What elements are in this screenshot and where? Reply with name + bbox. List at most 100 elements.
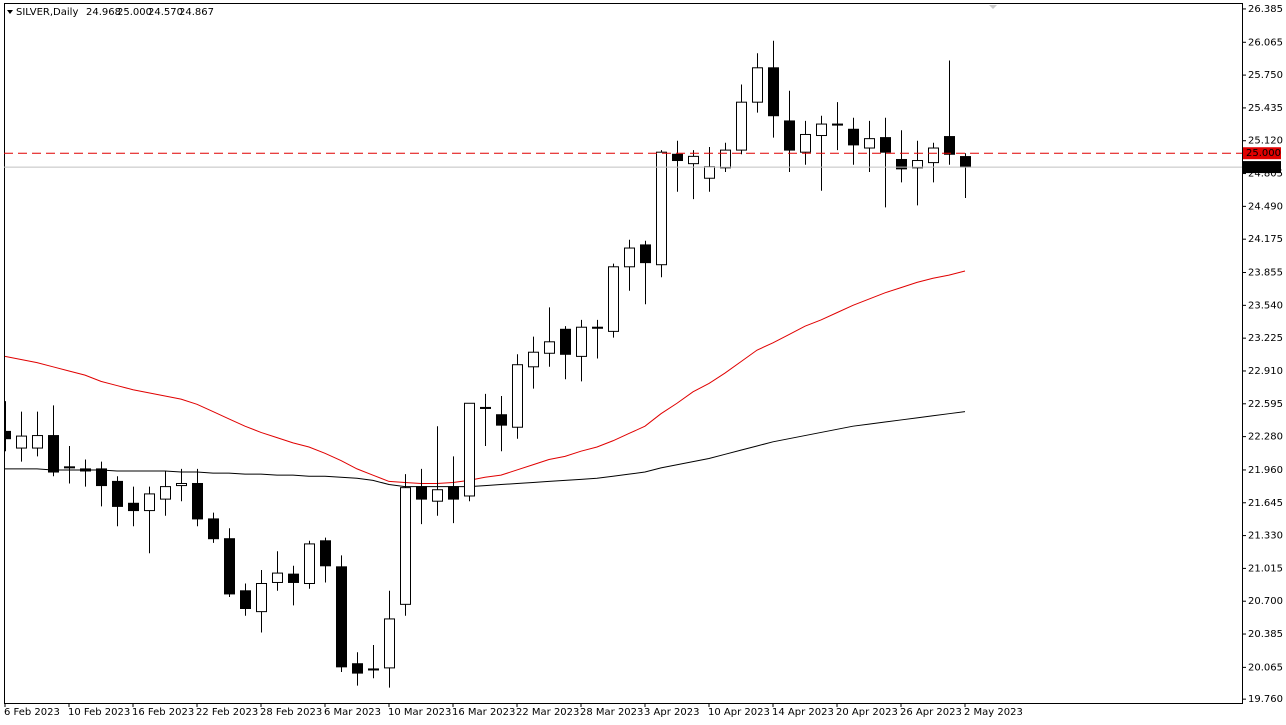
y-tick-label: 21.645 [1248, 498, 1283, 509]
candle-body [192, 482, 203, 520]
candle-body [272, 572, 283, 583]
price-label-bg [1243, 147, 1281, 160]
candle-body [832, 123, 843, 126]
candle-body [848, 128, 859, 146]
info-close: 24.867 [179, 7, 214, 18]
price-label-bg [1243, 161, 1281, 174]
candle-body [544, 341, 555, 354]
candle-body [896, 158, 907, 170]
candle-body [560, 328, 571, 355]
y-tick-label: 21.015 [1248, 563, 1283, 574]
moving-average [5, 411, 966, 488]
y-tick-label: 23.225 [1248, 333, 1283, 344]
info-high: 25.000 [117, 7, 152, 18]
candle-body [432, 489, 443, 502]
y-tick-label: 19.760 [1248, 694, 1283, 705]
y-tick-label: 26.385 [1248, 4, 1283, 15]
x-tick-label: 10 Apr 2023 [708, 707, 770, 718]
candle-body [528, 351, 539, 368]
x-tick-label: 3 Apr 2023 [644, 707, 699, 718]
menu-arrow [7, 10, 13, 14]
candle-body [176, 482, 187, 487]
candle-body [256, 583, 267, 613]
candle-body [480, 406, 491, 409]
candle-body [336, 566, 347, 668]
candle-body [240, 590, 251, 610]
shift-marker [989, 5, 997, 9]
moving-average [4, 270, 966, 484]
candle-body [592, 326, 603, 329]
x-tick-label: 16 Mar 2023 [452, 707, 515, 718]
x-tick-label: 22 Mar 2023 [516, 707, 579, 718]
candle-body [720, 149, 731, 169]
candle-body [496, 414, 507, 426]
candle-body [576, 326, 587, 357]
y-tick-label: 23.855 [1248, 268, 1283, 279]
candle-body [288, 573, 299, 583]
x-tick-label: 10 Mar 2023 [388, 707, 451, 718]
candle-body [624, 247, 635, 268]
y-tick-label: 26.065 [1248, 37, 1283, 48]
y-tick-label: 22.910 [1248, 366, 1283, 377]
candle-body [208, 518, 219, 540]
candle-body [48, 435, 59, 473]
price-label: 25.000 [1246, 148, 1281, 159]
candle-body [912, 160, 923, 169]
x-tick-label: 16 Feb 2023 [132, 707, 194, 718]
x-tick-label: 10 Feb 2023 [68, 707, 130, 718]
candle-body [144, 493, 155, 512]
candle-body [736, 101, 747, 151]
y-tick-label: 21.330 [1248, 531, 1283, 542]
candle-body [304, 543, 315, 585]
candle-body [32, 435, 43, 449]
candle-body [64, 466, 75, 469]
info-low: 24.570 [148, 7, 183, 18]
y-tick-label: 24.175 [1248, 234, 1283, 245]
candle-body [160, 486, 171, 500]
candle-body [656, 151, 667, 266]
candle-body [368, 668, 379, 671]
x-tick-label: 6 Feb 2023 [4, 707, 60, 718]
candle-body [944, 136, 955, 155]
candle-body [672, 153, 683, 162]
candle-body [224, 538, 235, 595]
y-tick-label: 25.750 [1248, 70, 1283, 81]
candle-body [400, 487, 411, 605]
y-tick-label: 25.435 [1248, 103, 1283, 114]
x-tick-label: 22 Feb 2023 [196, 707, 258, 718]
chart-title: SILVER,Daily [16, 7, 78, 18]
plot-frame [4, 3, 1243, 704]
x-tick-label: 28 Mar 2023 [580, 707, 643, 718]
candle-body [384, 618, 395, 669]
candle-body [320, 540, 331, 567]
candle-body [704, 166, 715, 179]
candle-body [784, 120, 795, 151]
candle-body [752, 67, 763, 103]
candle-body [448, 486, 459, 500]
candle-body [768, 67, 779, 117]
candle-body [128, 502, 139, 512]
candle-body [864, 138, 875, 149]
candle-body [80, 468, 91, 472]
y-tick-label: 24.805 [1248, 169, 1283, 180]
candle-body [960, 156, 971, 168]
info-open: 24.968 [86, 7, 121, 18]
y-tick-label: 20.385 [1248, 629, 1283, 640]
y-tick-label: 24.490 [1248, 201, 1283, 212]
candle-body [416, 486, 427, 500]
candle-body [352, 663, 363, 674]
y-tick-label: 20.065 [1248, 662, 1283, 673]
x-tick-label: 6 Mar 2023 [324, 707, 381, 718]
x-tick-label: 2 May 2023 [964, 707, 1023, 718]
y-tick-label: 21.960 [1248, 465, 1283, 476]
candle-body [816, 123, 827, 137]
candle-body [4, 430, 11, 440]
candle-body [880, 137, 891, 153]
x-tick-label: 28 Feb 2023 [260, 707, 322, 718]
x-tick-label: 26 Apr 2023 [900, 707, 962, 718]
x-tick-label: 14 Apr 2023 [772, 707, 834, 718]
candle-body [16, 435, 27, 449]
y-tick-label: 25.120 [1248, 136, 1283, 147]
candle-body [608, 266, 619, 332]
candle-body [800, 133, 811, 153]
